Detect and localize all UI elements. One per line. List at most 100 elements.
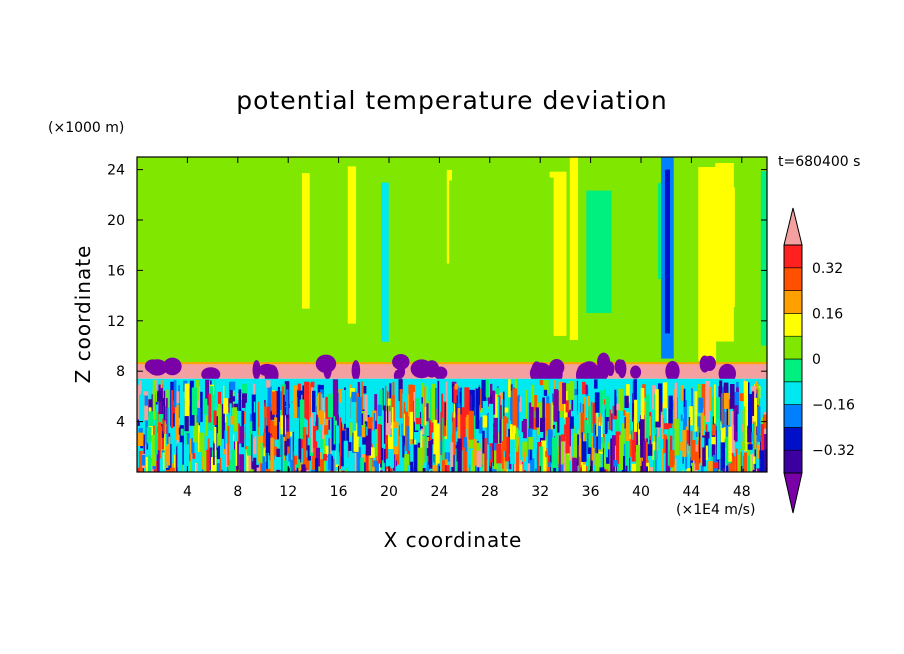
turbulent-cell	[440, 441, 444, 454]
turbulent-cell	[592, 402, 596, 424]
turbulent-cell	[156, 450, 160, 472]
turbulent-cell	[621, 456, 626, 472]
turbulent-cell	[662, 382, 668, 409]
turbulent-cell	[615, 409, 620, 432]
turbulent-cell	[146, 427, 152, 443]
turbulent-cell	[432, 465, 438, 472]
turbulent-cell	[319, 459, 324, 472]
turbulent-cell	[758, 406, 760, 443]
turbulent-cell	[467, 446, 469, 472]
turbulent-cell	[180, 428, 184, 436]
turbulent-cell	[274, 417, 278, 426]
upper-stripe	[411, 165, 426, 346]
turbulent-cell	[195, 379, 199, 401]
upper-stripe	[724, 187, 735, 307]
turbulent-cell	[232, 407, 238, 432]
turbulent-cell	[283, 394, 285, 437]
turbulent-cell	[222, 405, 225, 431]
turbulent-cell	[672, 409, 675, 440]
turbulent-cell	[363, 385, 367, 394]
turbulent-cell	[205, 415, 208, 437]
turbulent-cell	[553, 389, 559, 422]
turbulent-cell	[643, 401, 647, 439]
colorbar-label: −0.32	[812, 443, 855, 459]
turbulent-cell	[257, 436, 259, 462]
turbulent-cell	[682, 469, 684, 472]
turbulent-cell	[327, 454, 333, 471]
turbulent-cell	[640, 388, 645, 420]
turbulent-cell	[270, 437, 274, 472]
turbulent-cell	[348, 391, 352, 435]
turbulent-cell	[493, 450, 499, 472]
turbulent-cell	[312, 390, 316, 413]
turbulent-cell	[626, 384, 630, 405]
turbulent-cell	[543, 379, 549, 394]
turbulent-cell	[188, 438, 193, 461]
turbulent-cell	[504, 407, 509, 413]
turbulent-cell	[269, 411, 275, 420]
turbulent-cell	[582, 441, 587, 462]
turbulent-cell	[138, 450, 143, 472]
turbulent-cell	[705, 381, 711, 423]
turbulent-cell	[408, 461, 414, 472]
upper-stripe	[424, 186, 442, 320]
turbulent-cell	[157, 390, 163, 402]
turbulent-cell	[429, 388, 433, 421]
turbulent-cell	[673, 464, 676, 472]
turbulent-cell	[752, 398, 757, 422]
turbulent-cell	[659, 428, 663, 469]
turbulent-cell	[564, 424, 566, 436]
turbulent-cell	[138, 394, 145, 423]
turbulent-cell	[568, 435, 572, 461]
turbulent-cell	[183, 444, 190, 472]
turbulent-cell	[246, 386, 249, 411]
upper-stripe	[400, 180, 407, 325]
turbulent-cell	[293, 469, 298, 472]
turbulent-cell	[529, 440, 532, 461]
turbulent-cell	[629, 457, 631, 471]
turbulent-cell	[639, 415, 645, 458]
turbulent-cell	[189, 454, 191, 464]
turbulent-cell	[460, 407, 466, 451]
turbulent-cell	[351, 391, 357, 403]
turbulent-cell	[357, 396, 362, 437]
turbulent-cell	[713, 384, 716, 424]
turbulent-cell	[145, 456, 148, 472]
turbulent-cell	[504, 436, 510, 462]
turbulent-cell	[213, 410, 217, 426]
turbulent-cell	[428, 407, 432, 441]
turbulent-cell	[160, 379, 163, 389]
turbulent-cell	[765, 379, 767, 387]
turbulent-cell	[217, 391, 222, 409]
turbulent-cell	[587, 457, 590, 472]
turbulent-cell	[718, 469, 721, 472]
turbulent-cell	[543, 389, 548, 396]
turbulent-cell	[655, 434, 657, 472]
x-tick-label: 36	[582, 484, 600, 500]
turbulent-cell	[735, 411, 738, 432]
x-axis-ticks: 4 8 12 16 20 24 28 32 36 40 44 48	[183, 157, 751, 500]
turbulent-cell	[298, 438, 302, 460]
turbulent-cell	[496, 443, 502, 464]
x-tick-label: 24	[430, 484, 448, 500]
turbulent-cell	[694, 391, 698, 432]
turbulent-cell	[659, 470, 663, 472]
turbulent-cell	[193, 410, 198, 443]
turbulent-cell	[424, 425, 427, 462]
turbulent-cell	[739, 393, 745, 402]
turbulent-cell	[340, 430, 346, 443]
turbulent-cell	[426, 464, 429, 472]
turbulent-cell	[594, 425, 596, 436]
upper-stripe	[586, 190, 612, 314]
turbulent-cell	[457, 408, 462, 453]
turbulent-cell	[171, 400, 175, 414]
turbulent-cell	[708, 461, 714, 472]
turbulent-cell	[294, 418, 300, 456]
turbulent-cell	[633, 379, 637, 407]
y-axis-ticks: 4 8 12 16 20 24	[107, 163, 767, 431]
turbulent-cell	[245, 402, 250, 447]
turbulent-cell	[225, 416, 228, 431]
turbulent-cell	[382, 388, 384, 430]
turbulent-cell	[445, 381, 448, 421]
turbulent-cell	[512, 422, 517, 446]
